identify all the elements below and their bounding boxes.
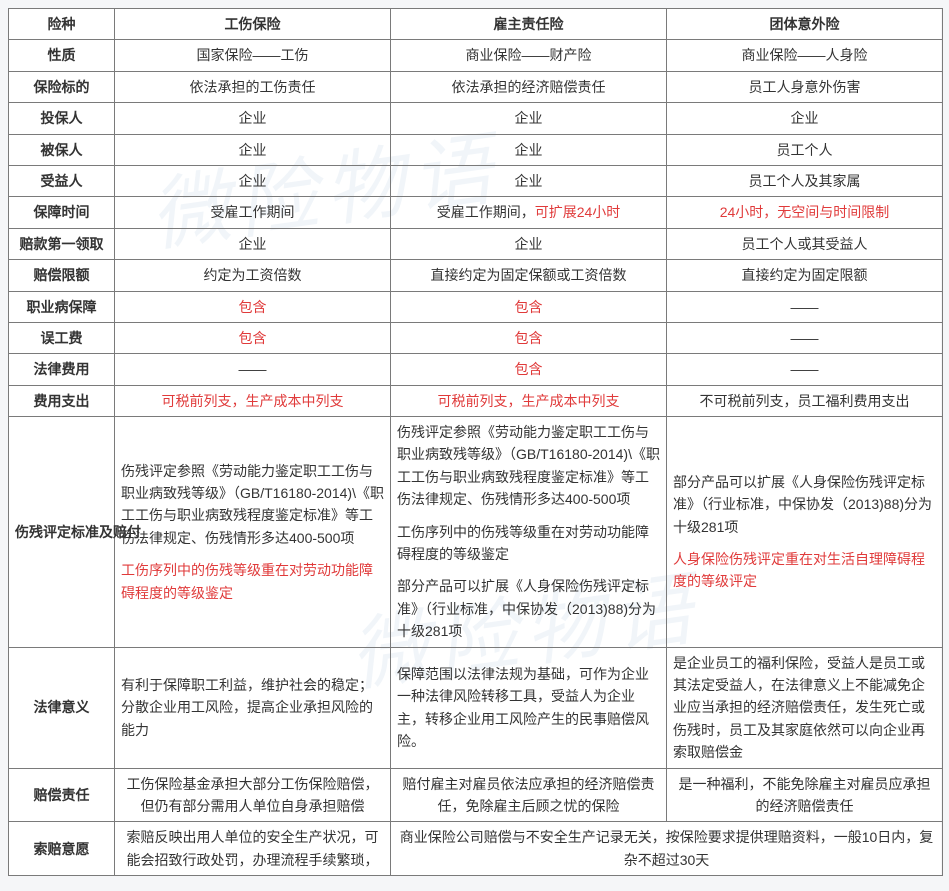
cell: —— <box>115 354 391 385</box>
cell: 是一种福利，不能免除雇主对雇员应承担的经济赔偿责任 <box>667 768 943 822</box>
table-header-row: 险种 工伤保险 雇主责任险 团体意外险 <box>9 9 943 40</box>
cell: 受雇工作期间 <box>115 197 391 228</box>
cell: 依法承担的经济赔偿责任 <box>391 71 667 102</box>
cell: 保障范围以法律法规为基础，可作为企业一种法律风险转移工具，受益人为企业主，转移企… <box>391 647 667 768</box>
row-label: 投保人 <box>9 103 115 134</box>
cell: 企业 <box>391 165 667 196</box>
table-row: 索赔意愿 索赔反映出用人单位的安全生产状况，可能会招致行政处罚，办理流程手续繁琐… <box>9 822 943 876</box>
cell: 企业 <box>115 103 391 134</box>
cell-paragraph: 部分产品可以扩展《人身保险伤残评定标准》（行业标准，中保协发（2013)88)分… <box>397 575 660 642</box>
row-label: 法律费用 <box>9 354 115 385</box>
cell: 企业 <box>115 134 391 165</box>
cell: 约定为工资倍数 <box>115 260 391 291</box>
cell: 受雇工作期间，可扩展24小时 <box>391 197 667 228</box>
row-label: 误工费 <box>9 322 115 353</box>
cell: 包含 <box>391 291 667 322</box>
cell: 企业 <box>115 165 391 196</box>
row-label: 保险标的 <box>9 71 115 102</box>
table-row: 性质 国家保险——工伤 商业保险——财产险 商业保险——人身险 <box>9 40 943 71</box>
cell: 伤残评定参照《劳动能力鉴定职工工伤与职业病致残等级》（GB/T16180-201… <box>115 417 391 648</box>
table-row: 保险标的 依法承担的工伤责任 依法承担的经济赔偿责任 员工人身意外伤害 <box>9 71 943 102</box>
cell: 部分产品可以扩展《人身保险伤残评定标准》（行业标准，中保协发（2013)88)分… <box>667 417 943 648</box>
cell: 员工个人或其受益人 <box>667 228 943 259</box>
cell: 企业 <box>667 103 943 134</box>
row-label: 赔偿责任 <box>9 768 115 822</box>
cell: 商业保险——财产险 <box>391 40 667 71</box>
table-row: 法律费用 —— 包含 —— <box>9 354 943 385</box>
row-label: 赔款第一领取 <box>9 228 115 259</box>
row-label: 受益人 <box>9 165 115 196</box>
table-row: 受益人 企业 企业 员工个人及其家属 <box>9 165 943 196</box>
cell-paragraph: 工伤序列中的伤残等级重在对劳动功能障碍程度的等级鉴定 <box>397 521 660 566</box>
row-label: 被保人 <box>9 134 115 165</box>
cell-merged: 商业保险公司赔偿与不安全生产记录无关，按保险要求提供理赔资料，一般10日内，复杂… <box>391 822 943 876</box>
row-label: 费用支出 <box>9 385 115 416</box>
row-label: 伤残评定标准及赔付 <box>9 417 115 648</box>
insurance-comparison-table: 险种 工伤保险 雇主责任险 团体意外险 性质 国家保险——工伤 商业保险——财产… <box>8 8 943 876</box>
cell: 企业 <box>391 103 667 134</box>
cell: 直接约定为固定保额或工资倍数 <box>391 260 667 291</box>
cell-paragraph-red: 工伤序列中的伤残等级重在对劳动功能障碍程度的等级鉴定 <box>121 559 384 604</box>
cell-paragraph: 伤残评定参照《劳动能力鉴定职工工伤与职业病致残等级》（GB/T16180-201… <box>121 460 384 550</box>
cell-text: 受雇工作期间， <box>437 204 535 220</box>
table-row: 保障时间 受雇工作期间 受雇工作期间，可扩展24小时 24小时，无空间与时间限制 <box>9 197 943 228</box>
cell: 员工人身意外伤害 <box>667 71 943 102</box>
cell: 员工个人 <box>667 134 943 165</box>
table-row: 伤残评定标准及赔付 伤残评定参照《劳动能力鉴定职工工伤与职业病致残等级》（GB/… <box>9 417 943 648</box>
row-label: 索赔意愿 <box>9 822 115 876</box>
table-row: 误工费 包含 包含 —— <box>9 322 943 353</box>
row-label: 职业病保障 <box>9 291 115 322</box>
cell: 依法承担的工伤责任 <box>115 71 391 102</box>
cell-paragraph: 伤残评定参照《劳动能力鉴定职工工伤与职业病致残等级》（GB/T16180-201… <box>397 421 660 511</box>
cell: 工伤保险基金承担大部分工伤保险赔偿，但仍有部分需用人单位自身承担赔偿 <box>115 768 391 822</box>
cell: 包含 <box>115 291 391 322</box>
cell: —— <box>667 291 943 322</box>
cell: 直接约定为固定限额 <box>667 260 943 291</box>
col-header-employer-liability: 雇主责任险 <box>391 9 667 40</box>
cell: 商业保险——人身险 <box>667 40 943 71</box>
cell: 24小时，无空间与时间限制 <box>667 197 943 228</box>
table-row: 被保人 企业 企业 员工个人 <box>9 134 943 165</box>
cell-paragraph: 部分产品可以扩展《人身保险伤残评定标准》（行业标准，中保协发（2013)88)分… <box>673 471 936 538</box>
cell: 索赔反映出用人单位的安全生产状况，可能会招致行政处罚，办理流程手续繁琐， <box>115 822 391 876</box>
cell-paragraph-red: 人身保险伤残评定重在对生活自理障碍程度的等级评定 <box>673 548 936 593</box>
cell: 企业 <box>391 134 667 165</box>
cell: 可税前列支，生产成本中列支 <box>115 385 391 416</box>
row-label: 保障时间 <box>9 197 115 228</box>
cell: 包含 <box>391 354 667 385</box>
row-label: 法律意义 <box>9 647 115 768</box>
table-container: 微险物语 微险物语 险种 工伤保险 雇主责任险 团体意外险 性质 国家保险——工… <box>8 8 941 876</box>
cell: 赔付雇主对雇员依法应承担的经济赔偿责任，免除雇主后顾之忧的保险 <box>391 768 667 822</box>
cell: —— <box>667 322 943 353</box>
cell: 不可税前列支，员工福利费用支出 <box>667 385 943 416</box>
table-row: 费用支出 可税前列支，生产成本中列支 可税前列支，生产成本中列支 不可税前列支，… <box>9 385 943 416</box>
cell: —— <box>667 354 943 385</box>
table-row: 投保人 企业 企业 企业 <box>9 103 943 134</box>
cell: 伤残评定参照《劳动能力鉴定职工工伤与职业病致残等级》（GB/T16180-201… <box>391 417 667 648</box>
table-row: 赔款第一领取 企业 企业 员工个人或其受益人 <box>9 228 943 259</box>
col-header-type: 险种 <box>9 9 115 40</box>
cell: 国家保险——工伤 <box>115 40 391 71</box>
table-row: 赔偿责任 工伤保险基金承担大部分工伤保险赔偿，但仍有部分需用人单位自身承担赔偿 … <box>9 768 943 822</box>
table-row: 赔偿限额 约定为工资倍数 直接约定为固定保额或工资倍数 直接约定为固定限额 <box>9 260 943 291</box>
cell: 是企业员工的福利保险，受益人是员工或其法定受益人，在法律意义上不能减免企业应当承… <box>667 647 943 768</box>
col-header-work-injury: 工伤保险 <box>115 9 391 40</box>
table-row: 职业病保障 包含 包含 —— <box>9 291 943 322</box>
row-label: 赔偿限额 <box>9 260 115 291</box>
cell: 有利于保障职工利益，维护社会的稳定；分散企业用工风险，提高企业承担风险的能力 <box>115 647 391 768</box>
cell: 企业 <box>115 228 391 259</box>
table-row: 法律意义 有利于保障职工利益，维护社会的稳定；分散企业用工风险，提高企业承担风险… <box>9 647 943 768</box>
col-header-group-accident: 团体意外险 <box>667 9 943 40</box>
row-label: 性质 <box>9 40 115 71</box>
cell: 员工个人及其家属 <box>667 165 943 196</box>
cell: 包含 <box>115 322 391 353</box>
cell: 可税前列支，生产成本中列支 <box>391 385 667 416</box>
cell-text-red: 可扩展24小时 <box>535 204 621 220</box>
cell: 包含 <box>391 322 667 353</box>
cell: 企业 <box>391 228 667 259</box>
